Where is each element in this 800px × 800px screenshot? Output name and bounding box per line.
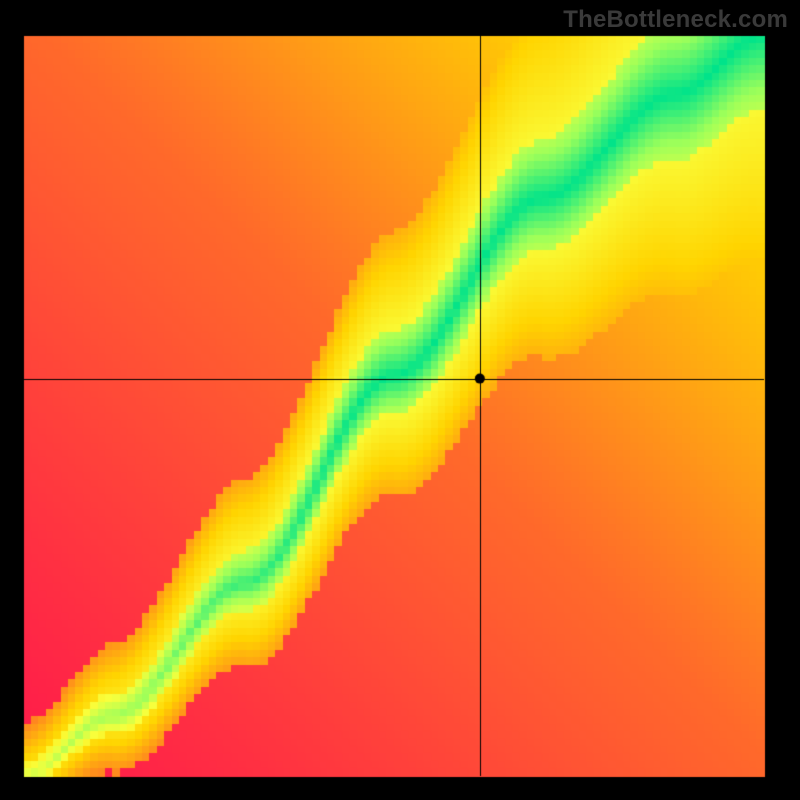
bottleneck-heatmap — [0, 0, 800, 800]
chart-stage: { "watermark": { "text": "TheBottleneck.… — [0, 0, 800, 800]
watermark-text: TheBottleneck.com — [563, 6, 788, 34]
